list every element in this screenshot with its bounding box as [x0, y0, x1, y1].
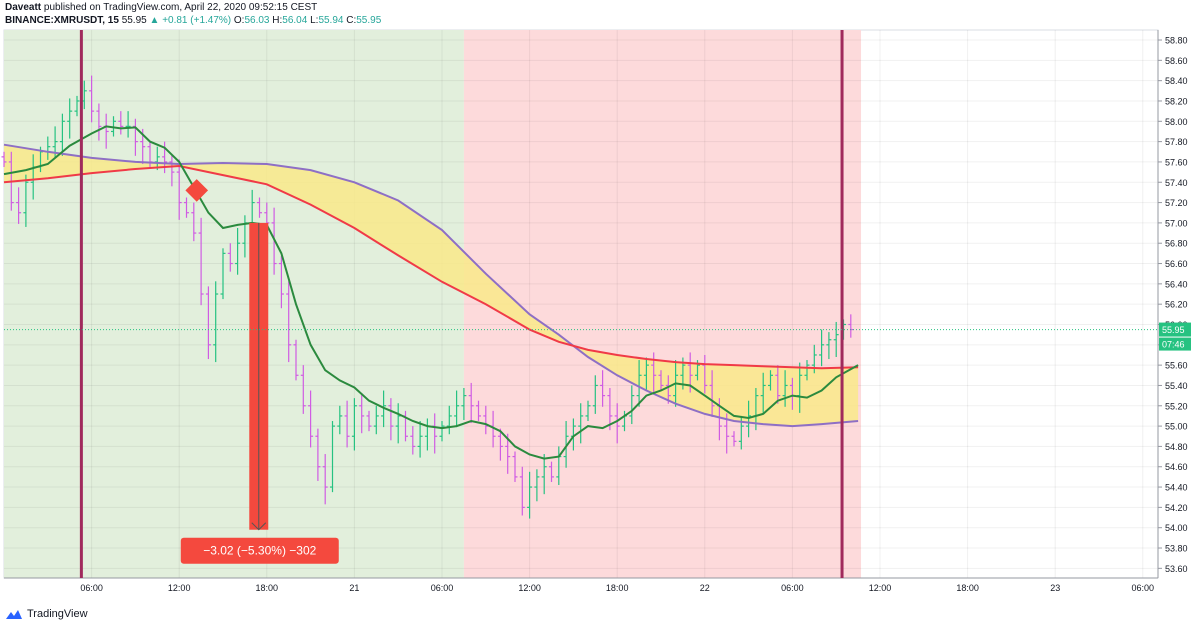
- countdown-tag: [1159, 337, 1191, 351]
- y-tick-label: 53.60: [1165, 564, 1188, 574]
- y-tick-label: 57.00: [1165, 218, 1188, 228]
- y-tick-label: 58.20: [1165, 96, 1188, 106]
- y-tick-label: 54.60: [1165, 462, 1188, 472]
- y-tick-label: 55.60: [1165, 361, 1188, 371]
- symbol-label: BINANCE:XMRUSDT, 15: [5, 15, 119, 26]
- tradingview-logo-icon: [6, 610, 22, 619]
- x-tick-label: 12:00: [869, 583, 892, 593]
- x-tick-label: 21: [349, 583, 359, 593]
- change-up-icon: ▲: [149, 15, 160, 26]
- close-value: 55.95: [356, 15, 382, 26]
- y-tick-label: 55.20: [1165, 401, 1188, 411]
- y-tick-label: 54.20: [1165, 503, 1188, 513]
- last-price-text: 55.95: [121, 15, 147, 26]
- open-label: O:: [233, 15, 245, 26]
- y-tick-label: 56.20: [1165, 300, 1188, 310]
- measure-label-box: [180, 537, 339, 564]
- y-tick-label: 56.80: [1165, 239, 1188, 249]
- x-tick-label: 18:00: [256, 583, 279, 593]
- x-tick-label: 23: [1050, 583, 1060, 593]
- last-price-tag-label: 55.95: [1162, 325, 1185, 335]
- y-tick-label: 54.00: [1165, 523, 1188, 533]
- last-price-tag: [1159, 322, 1191, 337]
- y-tick-label: 57.60: [1165, 157, 1188, 167]
- fast-ma-green-line: [3, 125, 859, 460]
- x-tick-label: 06:00: [431, 583, 454, 593]
- x-tick-label: 06:00: [80, 583, 103, 593]
- y-tick-label: 58.80: [1165, 36, 1188, 46]
- y-tick-label: 55.40: [1165, 381, 1188, 391]
- published-text: published on TradingView.com, April 22, …: [43, 2, 318, 13]
- x-tick-label: 06:00: [1132, 583, 1155, 593]
- price-chart[interactable]: 58.80 58.60 58.40 58.20 58.00 57.80 57.60 57.40…: [0, 28, 1200, 604]
- y-tick-label: 54.80: [1165, 442, 1188, 452]
- low-value: 55.94: [318, 15, 344, 26]
- measure-label: −3.02 (−5.30%) −302: [203, 544, 316, 558]
- x-tick-label: 22: [700, 583, 710, 593]
- y-tick-label: 58.40: [1165, 76, 1188, 86]
- x-tick-label: 12:00: [518, 583, 541, 593]
- y-tick-label: 56.60: [1165, 259, 1188, 269]
- y-tick-label: 54.40: [1165, 483, 1188, 493]
- open-value: 56.03: [244, 15, 270, 26]
- ohlc-line: BINANCE:XMRUSDT, 15 55.95 ▲ +0.81 (+1.47…: [5, 15, 381, 26]
- y-tick-label: 57.20: [1165, 198, 1188, 208]
- chart-header: Daveatt published on TradingView.com, Ap…: [0, 0, 1200, 28]
- change-text: +0.81 (+1.47%): [162, 15, 232, 26]
- y-tick-label: 57.40: [1165, 178, 1188, 188]
- high-value: 56.04: [282, 15, 308, 26]
- y-tick-label: 58.60: [1165, 56, 1188, 66]
- x-tick-label: 12:00: [168, 583, 191, 593]
- sma-purple-line: [3, 143, 859, 428]
- low-label: L:: [310, 15, 319, 26]
- footer: TradingView: [5, 606, 88, 622]
- footer-brand[interactable]: TradingView: [27, 608, 88, 620]
- x-tick-label: 06:00: [781, 583, 804, 593]
- y-tick-label: 55.00: [1165, 422, 1188, 432]
- close-label: C:: [346, 15, 357, 26]
- x-tick-label: 18:00: [606, 583, 629, 593]
- y-tick-label: 57.80: [1165, 137, 1188, 147]
- y-tick-label: 56.40: [1165, 279, 1188, 289]
- author-name[interactable]: Daveatt: [5, 2, 42, 13]
- countdown-tag-label: 07:46: [1162, 340, 1185, 350]
- publish-line: Daveatt published on TradingView.com, Ap…: [5, 2, 317, 13]
- high-label: H:: [272, 15, 283, 26]
- ema-red-line: [3, 164, 859, 370]
- measure-arrowhead: [251, 522, 267, 531]
- y-tick-label: 53.80: [1165, 544, 1188, 554]
- x-tick-label: 18:00: [956, 583, 979, 593]
- y-tick-label: 58.00: [1165, 117, 1188, 127]
